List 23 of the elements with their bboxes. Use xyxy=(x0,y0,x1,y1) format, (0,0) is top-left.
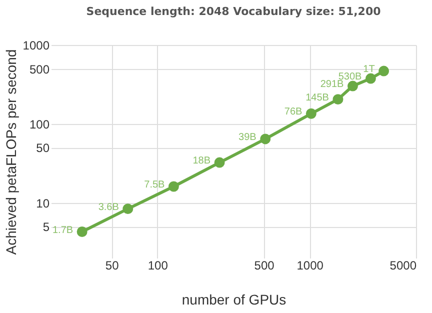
x-tick-label: 100 xyxy=(148,258,168,272)
x-tick-label: 500 xyxy=(254,258,275,272)
x-tick-label: 50 xyxy=(105,258,120,272)
annotation: 39B xyxy=(238,132,257,143)
annotation: 145B xyxy=(306,92,330,104)
annotation: 76B xyxy=(284,106,302,118)
annotation: 291B xyxy=(320,79,344,90)
annotation: 1.7B xyxy=(52,224,74,236)
x-tick-label: 1000 xyxy=(296,258,324,272)
y-tick-label: 10 xyxy=(36,196,50,210)
annotation: 1T xyxy=(363,64,375,76)
y-axis-title: Achieved petaFLOPs per second xyxy=(2,49,19,255)
y-tick-label: 50 xyxy=(36,141,50,156)
y-tick-label: 100 xyxy=(29,117,50,132)
annotation: 3.6B xyxy=(98,202,120,213)
y-tick-label: 5 xyxy=(42,220,50,234)
x-tick-label: 5000 xyxy=(390,258,417,272)
x-axis-title: number of GPUs xyxy=(182,292,286,308)
chart-title: Sequence length: 2048 Vocabulary size: 51,200 xyxy=(86,5,382,18)
y-tick-label: 500 xyxy=(29,62,50,76)
y-tick-label: 1000 xyxy=(22,38,50,52)
annotation: 7.5B xyxy=(144,180,166,191)
annotation: 18B xyxy=(192,156,211,167)
